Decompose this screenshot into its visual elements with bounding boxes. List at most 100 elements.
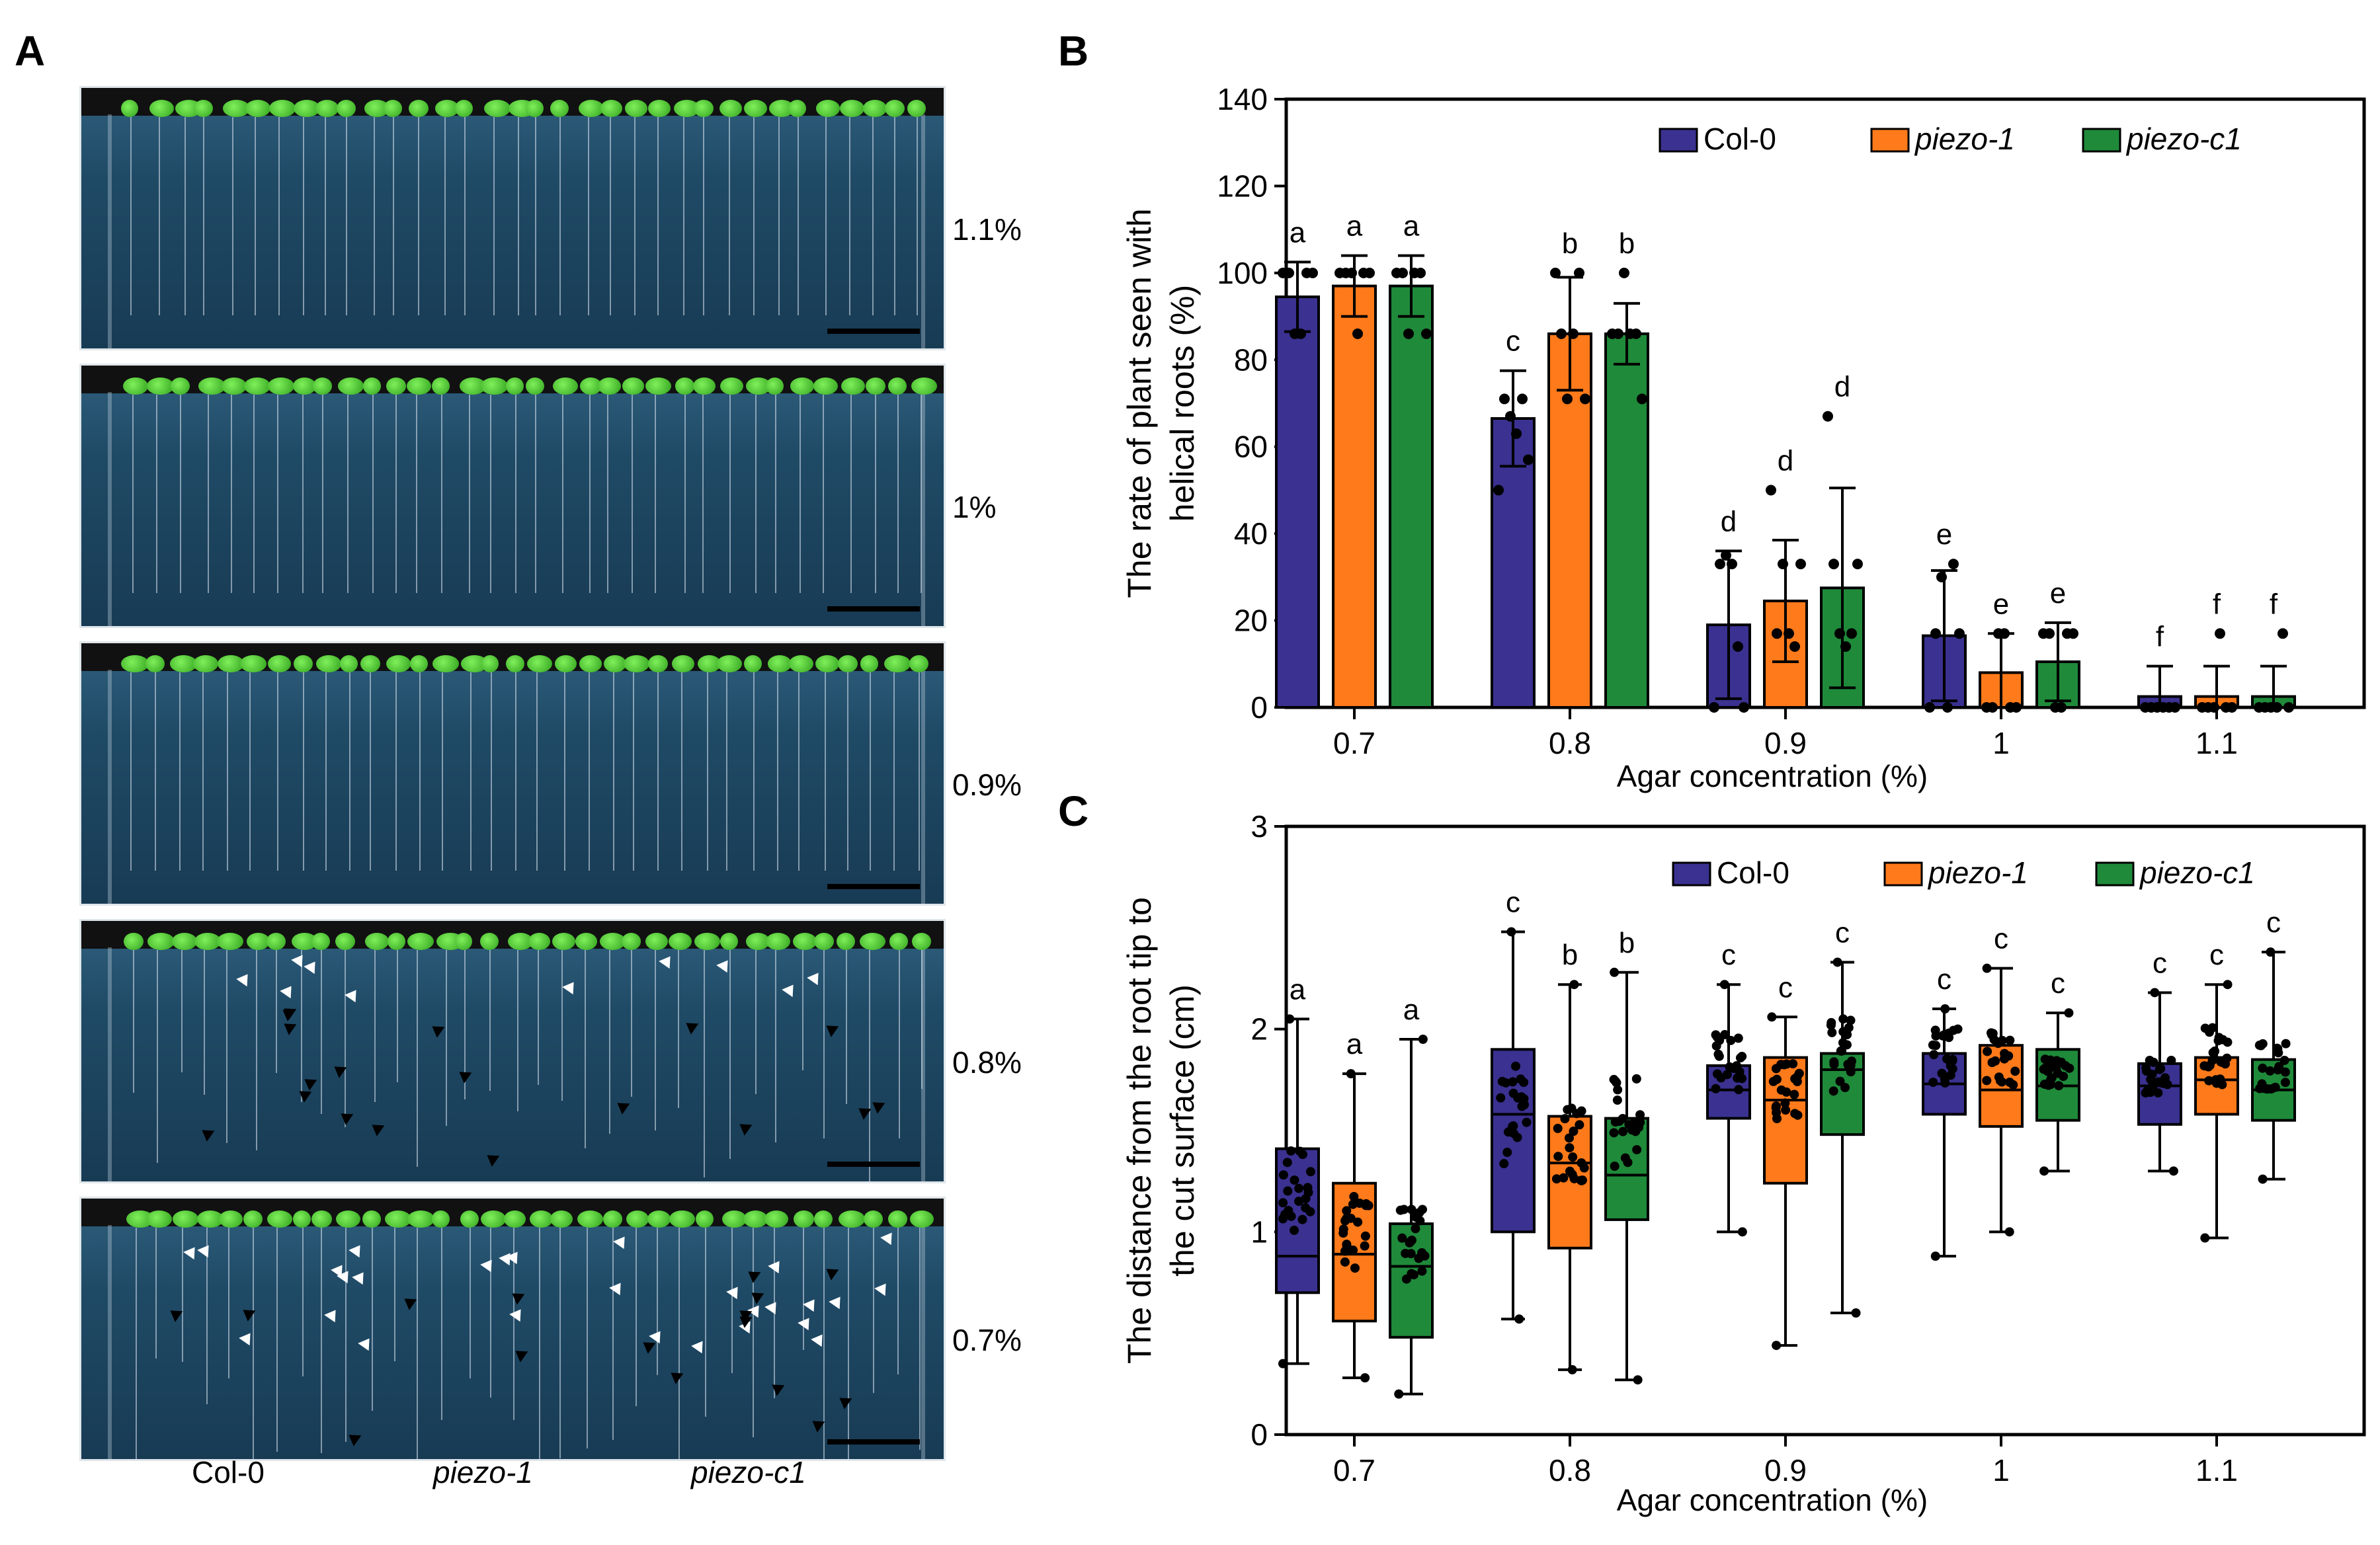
data-point: [1772, 1074, 1782, 1084]
data-point: [1838, 1038, 1848, 1048]
seedling-shoot: [672, 655, 695, 672]
data-point: [1832, 957, 1842, 967]
seedling-root: [184, 117, 186, 315]
data-point: [1502, 1148, 1512, 1158]
seedling-shoot: [719, 100, 742, 117]
seedling-root: [464, 117, 466, 315]
seedling-shoot: [170, 377, 190, 395]
seedling-root: [489, 395, 491, 593]
seedling-root: [155, 395, 157, 593]
root-tip-distance-box-plot: 0 1 2 3 0.7 a a a 0.8 c b b 0.9 c c c 1 c c c 1.1 c c c Agar con…: [1121, 813, 2366, 1517]
y-tick-label: 140: [1217, 82, 1268, 116]
seedling-root: [179, 672, 181, 871]
data-point: [1610, 1162, 1620, 1171]
seedling-shoot: [696, 1210, 714, 1228]
seedling-shoot: [407, 933, 434, 950]
seedling-root: [372, 395, 374, 593]
seedling-shoot: [384, 1210, 411, 1228]
seedling-root: [702, 395, 704, 593]
data-point: [1767, 1012, 1777, 1022]
seedling-root: [369, 672, 371, 871]
seedling-shoot: [884, 655, 911, 672]
seedling-root: [276, 395, 278, 593]
seedling-root: [206, 1228, 208, 1404]
data-point: [1778, 559, 1788, 570]
data-point: [1508, 1121, 1518, 1131]
data-point: [1931, 1031, 1941, 1041]
plate-photo-column: [79, 86, 952, 1461]
seedling-root: [444, 117, 446, 315]
data-point: [1360, 1241, 1370, 1251]
data-point: [1283, 1186, 1293, 1196]
seedling-shoot: [360, 655, 381, 672]
data-point: [1737, 1227, 1747, 1237]
legend-label: piezo-c1: [2125, 122, 2242, 156]
legend-swatch: [1883, 861, 1923, 887]
data-point: [2272, 702, 2282, 713]
data-point: [1553, 1123, 1563, 1133]
seedling-shoot: [788, 100, 806, 117]
data-point: [1930, 628, 1941, 639]
seedling-shoot: [884, 100, 905, 117]
seedling-shoot: [311, 933, 330, 950]
data-point: [1364, 1201, 1374, 1210]
significance-letter: d: [1834, 371, 1850, 403]
seedling-shoot: [216, 933, 243, 950]
black-arrowhead-marker: [166, 1304, 183, 1322]
seedling-shoot: [245, 100, 270, 117]
white-arrowhead-marker: [345, 986, 362, 1002]
seedling-root: [255, 950, 257, 1151]
data-point: [2200, 1233, 2210, 1243]
data-point: [2056, 702, 2067, 713]
seedling-shoot: [577, 1210, 603, 1228]
data-point: [1579, 1163, 1589, 1173]
seedling-root: [561, 395, 563, 593]
seedling-shoot: [600, 100, 622, 117]
seedling-root: [898, 950, 900, 1139]
seedling-root: [893, 672, 895, 871]
seedling-shoot: [645, 377, 672, 395]
data-point: [1788, 1059, 1798, 1069]
data-point: [1795, 559, 1806, 570]
seedling-root: [678, 1228, 680, 1459]
seedling-shoot: [407, 1210, 435, 1228]
significance-letter: c: [1721, 939, 1736, 971]
seedling-root: [799, 395, 801, 593]
seedling-root: [589, 395, 591, 593]
seedling-root: [803, 1228, 805, 1350]
x-tick-label: 1: [1992, 726, 2010, 760]
significance-letter: a: [1290, 216, 1306, 249]
data-point: [1709, 702, 1719, 713]
data-point: [1834, 628, 1845, 639]
helical-root-rate-bar-chart: 0 20 40 60 80 100 120 140 0.7 a a a 0.8 c b b 0.9 d d d 1 e e e…: [1121, 82, 2366, 793]
seedling-root: [822, 395, 824, 593]
data-point: [1940, 1004, 1950, 1013]
data-point: [1565, 1133, 1575, 1143]
seedling-root: [845, 950, 847, 1104]
black-arrowhead-marker: [768, 1378, 785, 1396]
seedling-shoot: [743, 1210, 768, 1228]
seedling-shoot: [888, 377, 907, 395]
data-point: [1838, 1014, 1848, 1024]
seedling-root: [252, 1228, 254, 1459]
data-point: [2150, 988, 2160, 998]
x-tick-label: 1.1: [2195, 726, 2238, 760]
seedling-root: [678, 950, 680, 1108]
data-point: [1613, 328, 1623, 339]
agar-plate-photo: [79, 919, 946, 1183]
seedling-root: [559, 117, 561, 315]
seedling-shoot: [194, 100, 214, 117]
data-point: [2200, 1023, 2210, 1033]
seedling-root: [347, 395, 349, 593]
seedling-shoot: [839, 1210, 865, 1228]
seedling-root: [349, 672, 350, 871]
seedling-shoot: [764, 1210, 788, 1228]
data-point: [1575, 1120, 1584, 1130]
white-arrowhead-marker: [880, 1228, 898, 1246]
data-point: [2209, 702, 2219, 713]
seedling-shoot: [269, 100, 296, 117]
data-point: [1574, 267, 1584, 278]
seedling-shoot: [624, 100, 648, 117]
data-point: [1562, 393, 1573, 405]
scale-bar: [827, 606, 920, 612]
